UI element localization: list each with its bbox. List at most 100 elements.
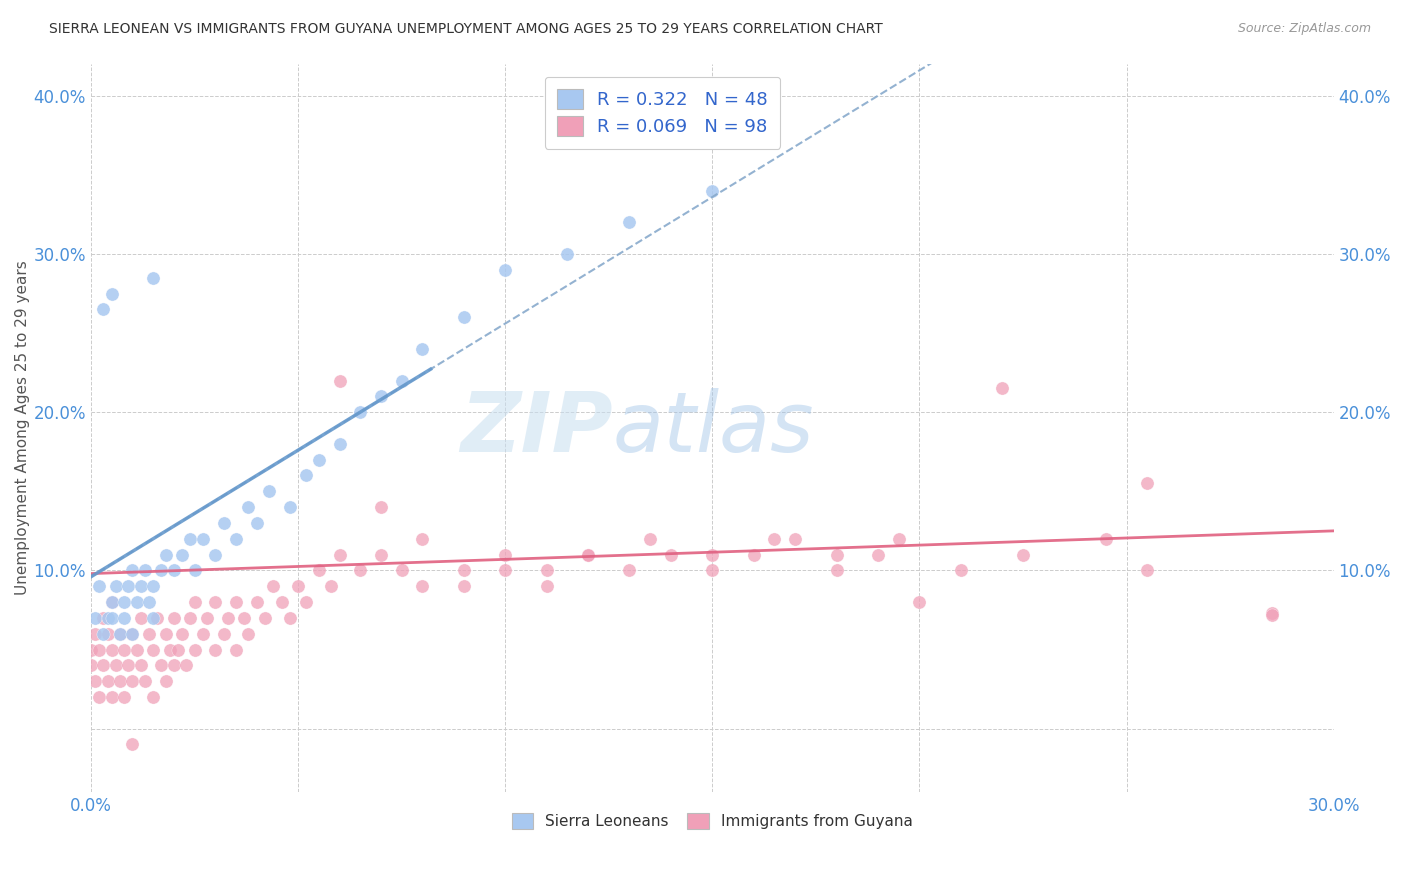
Point <box>108 626 131 640</box>
Point <box>129 579 152 593</box>
Point <box>278 500 301 515</box>
Point <box>100 642 122 657</box>
Point <box>183 595 205 609</box>
Point <box>328 374 350 388</box>
Point <box>134 674 156 689</box>
Point <box>142 690 165 704</box>
Point <box>411 579 433 593</box>
Point <box>172 626 194 640</box>
Point <box>949 563 972 577</box>
Point <box>179 532 201 546</box>
Point <box>866 548 889 562</box>
Point <box>991 381 1014 395</box>
Point <box>257 484 280 499</box>
Point <box>121 674 143 689</box>
Point <box>150 563 173 577</box>
Point <box>142 642 165 657</box>
Point <box>129 611 152 625</box>
Point <box>100 690 122 704</box>
Point <box>142 270 165 285</box>
Point <box>225 595 247 609</box>
Point <box>89 579 111 593</box>
Point <box>155 674 177 689</box>
Point <box>80 642 103 657</box>
Point <box>155 626 177 640</box>
Point <box>100 595 122 609</box>
Point <box>702 548 724 562</box>
Point <box>89 642 111 657</box>
Point <box>785 532 807 546</box>
Point <box>328 548 350 562</box>
Point <box>100 595 122 609</box>
Point <box>204 642 226 657</box>
Point <box>308 452 330 467</box>
Point <box>370 389 392 403</box>
Point <box>104 579 127 593</box>
Point <box>121 626 143 640</box>
Point <box>494 262 516 277</box>
Point <box>93 626 115 640</box>
Point <box>183 563 205 577</box>
Point <box>100 286 122 301</box>
Point <box>908 595 931 609</box>
Point <box>453 579 475 593</box>
Point <box>142 579 165 593</box>
Point <box>287 579 309 593</box>
Point <box>233 611 256 625</box>
Point <box>112 611 135 625</box>
Point <box>80 658 103 673</box>
Point <box>238 626 260 640</box>
Point <box>167 642 190 657</box>
Point <box>536 563 558 577</box>
Point <box>278 611 301 625</box>
Point <box>104 658 127 673</box>
Point <box>117 579 139 593</box>
Point <box>108 626 131 640</box>
Point <box>84 611 107 625</box>
Point <box>262 579 284 593</box>
Point <box>391 563 413 577</box>
Point <box>112 595 135 609</box>
Point <box>1094 532 1116 546</box>
Point <box>494 548 516 562</box>
Point <box>142 611 165 625</box>
Point <box>308 563 330 577</box>
Point <box>204 595 226 609</box>
Point <box>163 611 186 625</box>
Point <box>246 595 269 609</box>
Point <box>217 611 239 625</box>
Point <box>179 611 201 625</box>
Point <box>93 611 115 625</box>
Point <box>93 658 115 673</box>
Point <box>295 468 318 483</box>
Text: ZIP: ZIP <box>460 387 613 468</box>
Point <box>146 611 169 625</box>
Text: atlas: atlas <box>613 387 814 468</box>
Point <box>702 184 724 198</box>
Point <box>557 247 579 261</box>
Text: SIERRA LEONEAN VS IMMIGRANTS FROM GUYANA UNEMPLOYMENT AMONG AGES 25 TO 29 YEARS : SIERRA LEONEAN VS IMMIGRANTS FROM GUYANA… <box>49 22 883 37</box>
Point <box>183 642 205 657</box>
Point <box>295 595 318 609</box>
Point <box>411 342 433 356</box>
Point <box>212 626 235 640</box>
Point <box>195 611 218 625</box>
Point <box>191 626 214 640</box>
Point <box>349 563 371 577</box>
Point <box>1012 548 1035 562</box>
Point <box>638 532 661 546</box>
Y-axis label: Unemployment Among Ages 25 to 29 years: Unemployment Among Ages 25 to 29 years <box>15 260 30 595</box>
Point <box>96 674 118 689</box>
Point <box>370 548 392 562</box>
Point <box>138 595 160 609</box>
Point <box>155 548 177 562</box>
Point <box>391 374 413 388</box>
Point <box>138 626 160 640</box>
Point <box>96 626 118 640</box>
Point <box>659 548 682 562</box>
Point <box>1136 476 1159 491</box>
Point <box>96 611 118 625</box>
Point <box>204 548 226 562</box>
Point <box>825 563 848 577</box>
Point <box>453 563 475 577</box>
